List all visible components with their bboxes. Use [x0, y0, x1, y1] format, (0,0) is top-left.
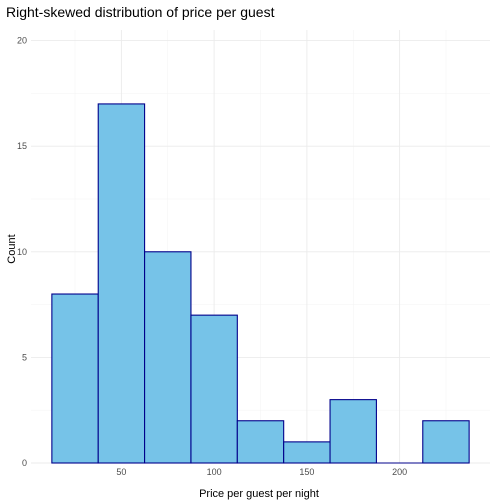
- histogram-bar: [190, 314, 238, 464]
- x-tick-label: 50: [116, 467, 126, 477]
- y-tick-label: 20: [17, 36, 27, 46]
- x-tick-label: 100: [207, 467, 222, 477]
- histogram-bar: [97, 103, 146, 464]
- y-tick-label: 0: [22, 458, 27, 468]
- x-axis-title: Price per guest per night: [199, 488, 319, 500]
- y-tick-label: 15: [17, 141, 27, 151]
- histogram-bar: [236, 420, 285, 464]
- x-tick-label: 150: [299, 467, 314, 477]
- x-axis-tick-labels: 50 100 150 200: [116, 467, 407, 477]
- histogram-bar: [283, 441, 331, 464]
- chart-title: Right-skewed distribution of price per g…: [6, 4, 275, 20]
- histogram-bar: [51, 293, 99, 464]
- y-tick-label: 10: [17, 247, 27, 257]
- histogram-bar: [422, 420, 470, 464]
- histogram-bar: [144, 251, 192, 464]
- histogram-bars: [51, 103, 470, 464]
- histogram-bar: [329, 399, 377, 464]
- y-axis-tick-labels: 0 5 10 15 20: [17, 36, 27, 468]
- x-tick-label: 200: [392, 467, 407, 477]
- y-tick-label: 5: [22, 352, 27, 362]
- y-axis-title: Count: [6, 234, 18, 263]
